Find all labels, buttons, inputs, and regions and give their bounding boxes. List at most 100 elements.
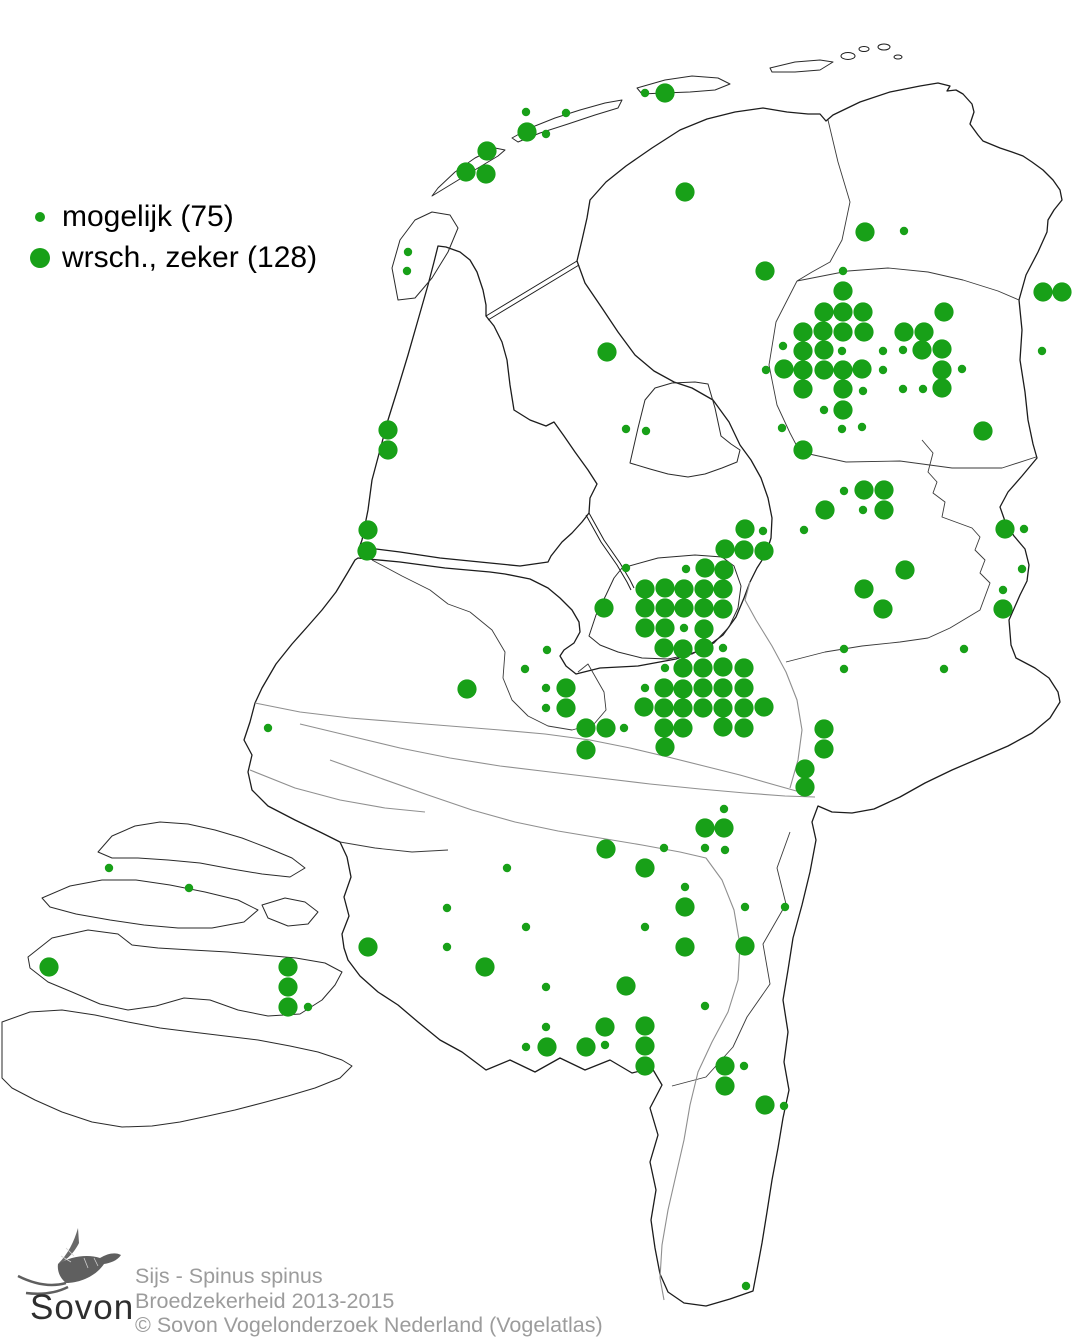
observation-dot-large <box>537 1037 557 1057</box>
observation-dot-large <box>735 519 755 539</box>
observation-dot-large <box>713 717 733 737</box>
observation-dot-small <box>561 108 571 118</box>
observation-dot-large <box>695 818 715 838</box>
observation-dot-large <box>358 520 378 540</box>
observation-dot-large <box>755 1095 775 1115</box>
legend-marker-box <box>24 211 56 222</box>
observation-dot-large <box>378 420 398 440</box>
observation-dot-large <box>895 560 915 580</box>
observation-dot-large <box>673 698 693 718</box>
sovon-bird-icon <box>17 1228 121 1295</box>
observation-dot-large <box>855 222 875 242</box>
observation-dot-large <box>635 579 655 599</box>
observation-dot-large <box>793 341 813 361</box>
copyright-line: © Sovon Vogelonderzoek Nederland (Vogela… <box>135 1313 603 1337</box>
islet <box>840 52 856 60</box>
observation-dot-large <box>694 638 714 658</box>
observation-dot-small <box>621 563 631 573</box>
observation-dot-small <box>858 386 868 396</box>
observation-dot-large <box>576 1037 596 1057</box>
observation-dot-large <box>694 619 714 639</box>
observation-dot-small <box>442 942 452 952</box>
observation-dot-small <box>837 346 847 356</box>
observation-dot-large <box>853 302 873 322</box>
island-walcheren-beveland <box>27 929 343 1017</box>
island-terschelling <box>511 99 623 143</box>
observation-dot-large <box>734 540 754 560</box>
observation-dot-large <box>995 519 1015 539</box>
observation-dot-large <box>675 897 695 917</box>
observation-dot-large <box>1033 282 1053 302</box>
observation-dot-small <box>779 1101 789 1111</box>
legend-item-probable-certain: wrsch., zeker (128) <box>24 237 317 278</box>
island-tholen <box>261 897 319 927</box>
border-overijssel-gelderland <box>785 439 991 663</box>
observation-dot-large <box>833 322 853 342</box>
observation-dot-small <box>403 247 413 257</box>
observation-dot-small <box>898 384 908 394</box>
observation-dot-small <box>1037 346 1047 356</box>
observation-dot-small <box>719 804 729 814</box>
observation-dot-large <box>278 997 298 1017</box>
observation-dot-small <box>681 564 691 574</box>
legend-label: wrsch., zeker (128) <box>62 240 318 274</box>
observation-dots-layer <box>39 83 1072 1291</box>
observation-dot-large <box>713 698 733 718</box>
observation-dot-large <box>874 480 894 500</box>
observation-dot-large <box>635 618 655 638</box>
observation-dot-small <box>640 88 650 98</box>
observation-dot-large <box>754 697 774 717</box>
observation-dot-large <box>597 342 617 362</box>
large-dot-icon <box>30 247 50 268</box>
border-zuidholland-brabant <box>339 841 449 853</box>
observation-dot-small <box>899 226 909 236</box>
observation-dot-large <box>713 599 733 619</box>
observation-dot-large <box>673 639 693 659</box>
observation-dot-large <box>674 579 694 599</box>
observation-dot-large <box>654 718 674 738</box>
observation-dot-large <box>914 322 934 342</box>
species-title: Sijs - Spinus spinus <box>135 1264 323 1288</box>
observation-dot-small <box>1019 524 1029 534</box>
observation-dot-small <box>998 585 1008 595</box>
observation-dot-small <box>898 345 908 355</box>
islet <box>893 54 903 60</box>
observation-dot-large <box>833 379 853 399</box>
observation-dot-large <box>814 302 834 322</box>
map-subtitle: Broedzekerheid 2013-2015 <box>135 1288 395 1313</box>
observation-dot-large <box>755 261 775 281</box>
observation-dot-small <box>541 703 551 713</box>
observation-dot-small <box>263 723 273 733</box>
observation-dot-small <box>442 903 452 913</box>
observation-dot-large <box>358 937 378 957</box>
observation-dot-large <box>814 739 834 759</box>
observation-dot-large <box>693 698 713 718</box>
observation-dot-small <box>679 623 689 633</box>
observation-dot-small <box>819 405 829 415</box>
observation-dot-large <box>713 678 733 698</box>
observation-dot-large <box>715 539 735 559</box>
observation-dot-large <box>616 976 636 996</box>
observation-dot-small <box>303 1002 313 1012</box>
observation-dot-large <box>357 541 377 561</box>
observation-dot-large <box>675 937 695 957</box>
observation-dot-large <box>793 360 813 380</box>
observation-dot-small <box>640 922 650 932</box>
observation-dot-large <box>635 1056 655 1076</box>
island-voorne-goeree <box>97 821 306 878</box>
observation-dot-large <box>378 440 398 460</box>
observation-dot-small <box>718 643 728 653</box>
observation-dot-large <box>634 697 654 717</box>
observation-dot-large <box>795 759 815 779</box>
observation-dot-large <box>595 1017 615 1037</box>
observation-dot-large <box>596 718 616 738</box>
observation-dot-large <box>793 379 813 399</box>
legend-label: mogelijk (75) <box>62 199 234 233</box>
river-maas <box>329 759 741 1301</box>
observation-dot-small <box>839 664 849 674</box>
observation-dot-small <box>502 863 512 873</box>
observation-dot-large <box>654 638 674 658</box>
observation-dot-small <box>619 723 629 733</box>
legend: mogelijk (75) wrsch., zeker (128) <box>24 196 317 278</box>
observation-dot-large <box>654 678 674 698</box>
